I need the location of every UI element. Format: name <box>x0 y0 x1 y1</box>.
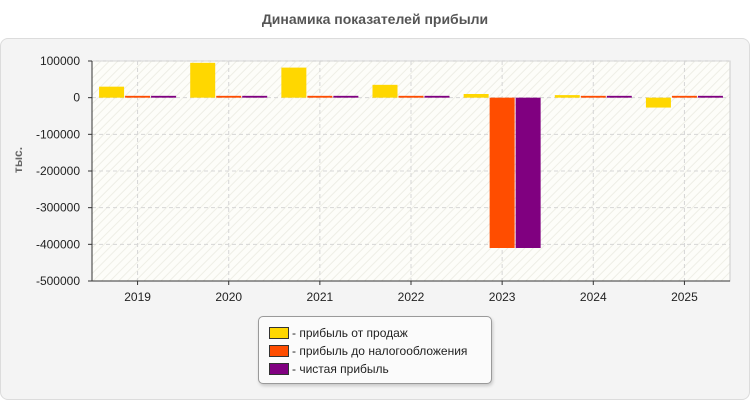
legend-item-net-profit: - чистая прибыль <box>269 361 389 377</box>
y-tick-label: 0 <box>73 91 80 105</box>
legend-swatch <box>269 362 289 375</box>
y-axis-label: тыс. <box>11 147 25 173</box>
bar-2022-series-1 <box>398 95 424 98</box>
x-tick-label: 2021 <box>307 290 334 304</box>
y-tick-label: -500000 <box>36 274 80 288</box>
bar-2025-series-2 <box>697 95 723 98</box>
y-tick-label: -100000 <box>36 127 80 141</box>
bar-2024-series-1 <box>580 95 606 98</box>
axes <box>88 60 730 285</box>
bar-2019-series-0 <box>99 86 125 98</box>
x-tick-label: 2025 <box>671 290 698 304</box>
legend-series-name: прибыль до налогообложения <box>299 344 468 358</box>
bar-2025-series-1 <box>671 95 697 98</box>
x-tick-label: 2022 <box>398 290 425 304</box>
tick-labels: 100000 0 -100000 -200000 -300000 -400000 -5000… <box>36 54 698 304</box>
legend: - прибыль от продаж - прибыль до налогоо… <box>258 316 492 384</box>
x-tick-label: 2023 <box>489 290 516 304</box>
bar-2019-series-2 <box>151 95 177 98</box>
legend-swatch <box>269 344 289 357</box>
bar-2021-series-2 <box>333 95 359 98</box>
legend-label: - <box>292 362 300 376</box>
legend-series-name: прибыль от продаж <box>299 326 408 340</box>
legend-item-pretax-profit: - прибыль до налогообложения <box>269 343 467 359</box>
legend-series-name: чистая прибыль <box>299 362 389 376</box>
bar-2023-series-0 <box>463 94 489 98</box>
x-tick-label: 2024 <box>580 290 607 304</box>
legend-swatch <box>269 326 289 339</box>
bar-2020-series-2 <box>242 95 268 98</box>
bar-2021-series-0 <box>281 67 307 98</box>
bar-2023-series-1 <box>489 97 515 249</box>
bar-2022-series-0 <box>372 84 398 98</box>
chart-title: Динамика показателей прибыли <box>261 11 489 27</box>
bar-2022-series-2 <box>424 95 450 98</box>
bar-2023-series-2 <box>515 97 541 249</box>
bar-2024-series-0 <box>554 95 580 98</box>
y-tick-label: -200000 <box>36 164 80 178</box>
legend-label: - <box>292 344 300 358</box>
bar-2024-series-2 <box>606 95 632 98</box>
bar-2020-series-1 <box>216 95 242 98</box>
legend-item-sales-profit: - прибыль от продаж <box>269 325 408 341</box>
bar-2021-series-1 <box>307 95 333 98</box>
bar-2020-series-0 <box>190 62 216 98</box>
y-tick-label: 100000 <box>40 54 80 68</box>
bars <box>99 62 723 249</box>
legend-label: - <box>292 326 300 340</box>
bar-2019-series-1 <box>125 95 151 98</box>
x-tick-label: 2020 <box>215 290 242 304</box>
bar-2025-series-0 <box>645 97 671 108</box>
x-tick-label: 2019 <box>124 290 151 304</box>
y-tick-label: -400000 <box>36 237 80 251</box>
y-tick-label: -300000 <box>36 201 80 215</box>
